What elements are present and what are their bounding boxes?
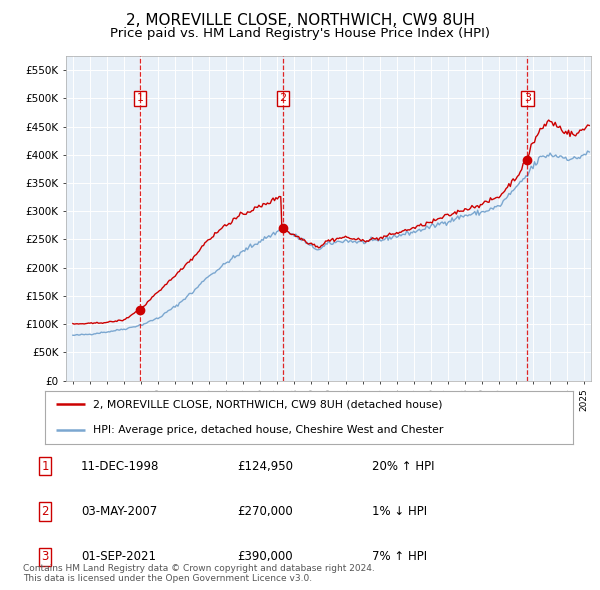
Text: 3: 3	[41, 550, 49, 563]
Text: 2: 2	[280, 93, 287, 103]
Text: £390,000: £390,000	[237, 550, 293, 563]
Text: 11-DEC-1998: 11-DEC-1998	[81, 460, 160, 473]
Text: £270,000: £270,000	[237, 505, 293, 518]
Text: 2, MOREVILLE CLOSE, NORTHWICH, CW9 8UH: 2, MOREVILLE CLOSE, NORTHWICH, CW9 8UH	[125, 13, 475, 28]
Text: 20% ↑ HPI: 20% ↑ HPI	[372, 460, 434, 473]
Text: 2, MOREVILLE CLOSE, NORTHWICH, CW9 8UH (detached house): 2, MOREVILLE CLOSE, NORTHWICH, CW9 8UH (…	[92, 399, 442, 409]
Text: 01-SEP-2021: 01-SEP-2021	[81, 550, 156, 563]
Text: 1: 1	[136, 93, 143, 103]
Text: 1: 1	[41, 460, 49, 473]
Text: Contains HM Land Registry data © Crown copyright and database right 2024.
This d: Contains HM Land Registry data © Crown c…	[23, 563, 374, 583]
Text: 2: 2	[41, 505, 49, 518]
Text: 1% ↓ HPI: 1% ↓ HPI	[372, 505, 427, 518]
Text: 7% ↑ HPI: 7% ↑ HPI	[372, 550, 427, 563]
Text: £124,950: £124,950	[237, 460, 293, 473]
Text: 03-MAY-2007: 03-MAY-2007	[81, 505, 157, 518]
Text: HPI: Average price, detached house, Cheshire West and Chester: HPI: Average price, detached house, Ches…	[92, 425, 443, 435]
Text: 3: 3	[524, 93, 531, 103]
Text: Price paid vs. HM Land Registry's House Price Index (HPI): Price paid vs. HM Land Registry's House …	[110, 27, 490, 40]
